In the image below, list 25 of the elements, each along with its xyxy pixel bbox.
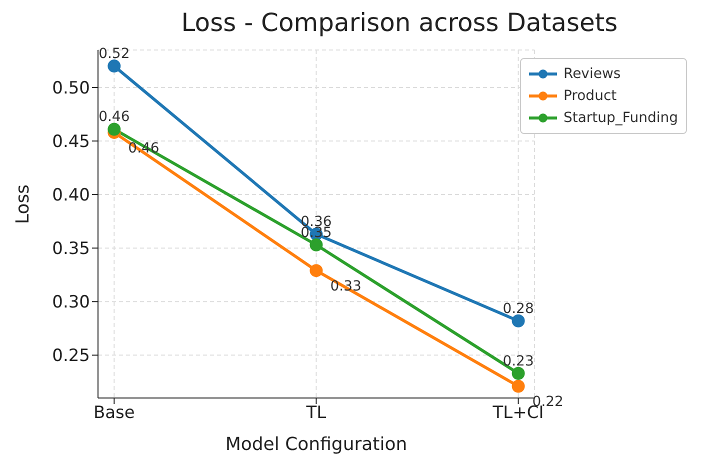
y-axis-title: Loss [12, 184, 34, 224]
point [512, 366, 525, 380]
x-tick-label: TL [305, 403, 327, 424]
data-label: 0.28 [502, 300, 534, 317]
legend-label: Reviews [563, 65, 621, 84]
x-axis-title: Model Configuration [225, 434, 408, 455]
y-tick-label: 0.40 [52, 186, 90, 206]
point [108, 60, 121, 73]
point [512, 380, 525, 393]
point [310, 264, 323, 278]
x-tick-label: Base [93, 403, 135, 424]
point [108, 122, 121, 136]
y-tick-label: 0.35 [52, 239, 90, 260]
y-tick-label: 0.30 [52, 292, 90, 313]
legend-label: Startup_Funding [563, 109, 678, 128]
point [512, 314, 525, 328]
data-label: 0.46 [98, 109, 130, 126]
data-label: 0.52 [98, 46, 130, 62]
data-label: 0.23 [502, 353, 534, 370]
point [310, 238, 323, 252]
y-tick-label: 0.50 [52, 78, 90, 99]
legend-label: Product [563, 87, 617, 106]
chart-title: Loss - Comparison across Datasets [180, 8, 619, 39]
y-tick-label: 0.45 [52, 132, 90, 152]
y-tick-label: 0.25 [52, 346, 90, 366]
